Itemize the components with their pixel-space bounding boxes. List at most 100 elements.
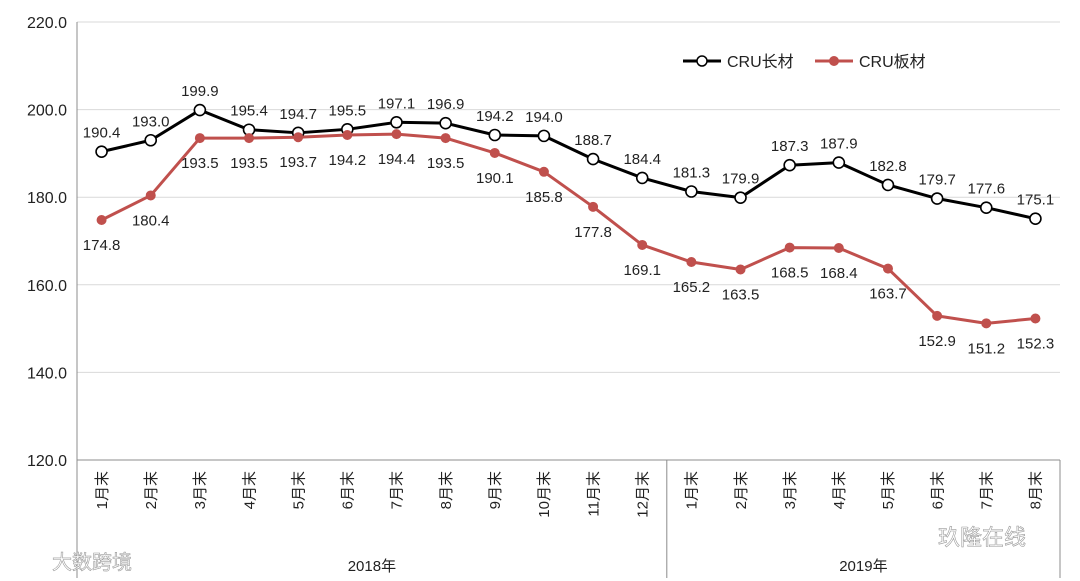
point-0 bbox=[635, 171, 649, 185]
x-axis-categories: 1月末 2月末 3月末 4月末 5月末 6月末 7月末 8月末 9月末 10月末 11月末 12月末 1… bbox=[94, 471, 1045, 518]
data-label-0: 193.0 bbox=[132, 113, 170, 130]
data-label-0: 181.3 bbox=[673, 165, 711, 182]
y-tick-label: 120.0 bbox=[27, 453, 67, 470]
data-label-1: 152.9 bbox=[918, 333, 956, 350]
point-1 bbox=[538, 166, 549, 177]
point-1 bbox=[96, 214, 107, 225]
x-category-label: 5月末 bbox=[880, 471, 897, 509]
data-label-1: 193.5 bbox=[230, 155, 268, 172]
x-category-label: 3月末 bbox=[192, 471, 209, 509]
data-label-1: 177.8 bbox=[574, 224, 612, 241]
data-label-1: 194.2 bbox=[329, 152, 367, 169]
point-0 bbox=[586, 152, 600, 166]
data-label-1: 193.5 bbox=[427, 155, 465, 172]
point-0 bbox=[979, 201, 993, 215]
point-0 bbox=[1029, 212, 1042, 225]
data-label-0: 194.0 bbox=[525, 109, 563, 126]
point-1 bbox=[391, 129, 402, 140]
legend-marker-long bbox=[696, 55, 708, 67]
point-0 bbox=[390, 116, 403, 129]
x-category-label: 9月末 bbox=[487, 471, 504, 509]
data-label-1: 163.5 bbox=[722, 286, 760, 303]
point-1 bbox=[440, 133, 451, 144]
gridlines bbox=[77, 21, 1060, 373]
data-label-0: 177.6 bbox=[968, 181, 1006, 198]
year-group-label: 2018年 bbox=[348, 558, 396, 575]
data-label-1: 168.4 bbox=[820, 265, 858, 282]
series-line-1 bbox=[100, 132, 1036, 325]
point-0 bbox=[439, 116, 452, 130]
x-category-label: 11月末 bbox=[585, 471, 602, 517]
point-0 bbox=[783, 158, 796, 172]
data-label-0: 196.9 bbox=[427, 96, 465, 113]
data-label-0: 175.1 bbox=[1017, 192, 1055, 209]
data-label-1: 185.8 bbox=[525, 189, 563, 206]
data-label-1: 152.3 bbox=[1017, 336, 1055, 353]
data-label-0: 184.4 bbox=[623, 151, 661, 168]
axes: 2018年 2019年 bbox=[76, 22, 1061, 578]
watermark-left-text: 大数跨境 bbox=[52, 551, 132, 574]
data-label-0: 195.5 bbox=[329, 102, 367, 119]
data-label-1: 151.2 bbox=[968, 340, 1006, 357]
point-1 bbox=[293, 132, 304, 143]
data-label-0: 199.9 bbox=[181, 83, 219, 100]
year-group-label: 2019年 bbox=[839, 558, 887, 575]
y-tick-label: 180.0 bbox=[27, 190, 67, 207]
x-category-label: 6月末 bbox=[929, 471, 946, 509]
x-category-label: 3月末 bbox=[782, 471, 799, 509]
point-1 bbox=[637, 239, 648, 250]
y-tick-label: 200.0 bbox=[27, 103, 67, 120]
point-0 bbox=[144, 133, 158, 147]
watermark-right: 玖隆在线 bbox=[938, 525, 1027, 551]
data-label-0: 194.7 bbox=[279, 106, 317, 123]
series-line-0 bbox=[101, 108, 1036, 221]
x-category-label: 8月末 bbox=[438, 471, 455, 509]
legend-label-long: CRU长材 bbox=[727, 53, 794, 71]
data-label-1: 168.5 bbox=[771, 265, 809, 282]
point-0 bbox=[95, 145, 108, 158]
point-0 bbox=[537, 129, 551, 143]
point-0 bbox=[193, 103, 207, 117]
x-category-label: 1月末 bbox=[94, 471, 111, 509]
data-label-0: 179.9 bbox=[722, 171, 760, 188]
point-1 bbox=[735, 264, 746, 275]
x-category-label: 5月末 bbox=[290, 471, 307, 509]
point-0 bbox=[685, 185, 698, 198]
y-tick-label: 160.0 bbox=[27, 278, 67, 295]
data-label-0: 190.4 bbox=[83, 125, 121, 142]
point-0 bbox=[734, 191, 747, 204]
data-label-1: 193.5 bbox=[181, 155, 219, 172]
data-label-0: 187.3 bbox=[771, 138, 809, 155]
point-1 bbox=[145, 190, 156, 201]
data-label-0: 188.7 bbox=[574, 132, 612, 149]
data-label-1: 193.7 bbox=[279, 154, 317, 171]
point-0 bbox=[832, 156, 846, 169]
data-label-0: 179.7 bbox=[918, 172, 956, 189]
legend-label-plate: CRU板材 bbox=[859, 53, 926, 71]
point-1 bbox=[194, 133, 205, 144]
data-label-1: 174.8 bbox=[83, 237, 121, 254]
point-1 bbox=[489, 147, 500, 158]
point-0 bbox=[930, 192, 944, 205]
point-1 bbox=[342, 130, 353, 141]
y-axis-ticks: 120.0 140.0 160.0 180.0 200.0 220.0 bbox=[27, 15, 67, 470]
data-label-1: 190.1 bbox=[476, 170, 514, 187]
data-labels: 190.4 193.0 199.9 195.4 194.7 195.5 197.1 196.9… bbox=[83, 83, 1054, 357]
x-category-label: 12月末 bbox=[634, 471, 651, 518]
point-1 bbox=[1030, 313, 1041, 324]
point-1 bbox=[686, 257, 697, 268]
x-category-label: 2月末 bbox=[733, 471, 750, 509]
point-1 bbox=[784, 242, 795, 253]
x-category-label: 4月末 bbox=[241, 471, 258, 509]
watermark-left: 大数跨境 bbox=[52, 551, 133, 575]
x-category-label: 8月末 bbox=[1028, 471, 1045, 509]
data-label-0: 197.1 bbox=[378, 95, 416, 112]
x-category-label: 10月末 bbox=[536, 471, 553, 518]
point-1 bbox=[981, 318, 992, 329]
data-label-1: 194.4 bbox=[378, 151, 416, 168]
x-category-label: 2月末 bbox=[143, 471, 160, 509]
data-label-1: 163.7 bbox=[869, 286, 907, 303]
x-category-label: 6月末 bbox=[340, 471, 357, 509]
y-tick-label: 220.0 bbox=[27, 15, 67, 32]
